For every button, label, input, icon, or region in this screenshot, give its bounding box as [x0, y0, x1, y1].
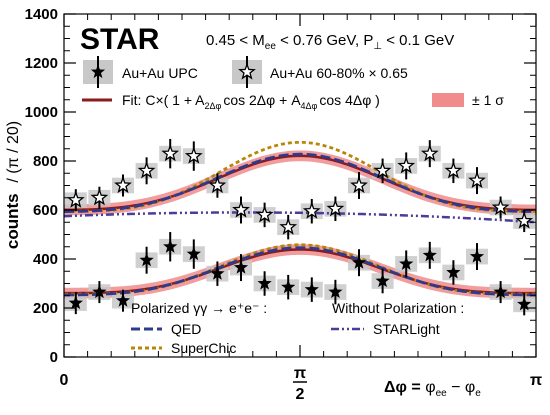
legend-band: ± 1 σ	[432, 92, 504, 108]
y-tick-label: 600	[33, 202, 58, 219]
data-point	[468, 171, 486, 189]
data-point	[515, 211, 534, 229]
sigma-bands	[64, 150, 536, 299]
legend-upc-marker	[90, 64, 106, 79]
data-point	[114, 176, 132, 194]
data-point	[161, 144, 180, 162]
data-point	[92, 284, 107, 299]
axis-ticks	[63, 13, 537, 358]
experiment-label: STAR	[80, 23, 160, 56]
data-point	[397, 156, 416, 174]
plot-area	[64, 138, 536, 316]
y-tick-label: 0	[50, 349, 58, 366]
data-point	[68, 295, 83, 310]
legend-peripheral-label: Au+Au 60-80% × 0.65	[270, 65, 408, 81]
data-point	[186, 246, 201, 261]
data-point	[469, 249, 485, 263]
legend-polarized-title: Polarized γγ → e⁺e⁻ :	[131, 300, 267, 316]
data-point	[491, 198, 510, 216]
y-axis-label-unit: / (π / 20)	[5, 121, 22, 183]
data-point	[517, 296, 532, 311]
legend-qed-label: QED	[171, 321, 201, 337]
legend-upc: Au+Au UPC	[83, 56, 198, 88]
svg-text:counts / (π / 20): counts / (π / 20)	[3, 121, 22, 249]
data-point	[115, 293, 131, 307]
data-point	[373, 161, 392, 179]
legend-upc-label: Au+Au UPC	[122, 65, 198, 81]
legend-starlight-label: STARLight	[373, 321, 440, 337]
y-axis-label: counts / (π / 20)	[3, 121, 22, 249]
data-point	[137, 161, 156, 179]
legend-fit: Fit: C×( 1 + A2Δφ cos 2Δφ + A4Δφ cos 4Δφ )	[82, 92, 380, 111]
data-points	[66, 138, 534, 316]
y-tick-label: 1400	[25, 6, 58, 23]
legend-fit-label: Fit: C×( 1 + A2Δφ cos 2Δφ + A4Δφ cos 4Δφ )	[122, 92, 380, 111]
x-axis-label: Δφ = φee − φe	[384, 379, 481, 399]
data-point	[232, 200, 250, 218]
data-point	[351, 255, 367, 269]
data-point	[444, 161, 463, 179]
starlight-curve	[64, 211, 536, 224]
data-point	[446, 264, 461, 279]
y-tick-label: 1200	[25, 55, 58, 72]
data-point	[420, 144, 439, 162]
data-point	[326, 199, 345, 217]
data-point	[66, 190, 85, 208]
y-tick-label: 200	[33, 300, 58, 317]
legend-qed: QED	[131, 321, 201, 337]
sigma-band-upc	[64, 244, 536, 299]
data-point	[233, 260, 249, 274]
data-point	[90, 188, 109, 206]
legend-superchic-label: SuperChic	[171, 340, 236, 356]
y-axis-label-main: counts	[3, 193, 22, 249]
data-point	[257, 276, 272, 290]
data-point	[210, 266, 225, 280]
x-tick-label-numerator: π	[294, 365, 306, 382]
y-tick-label: 400	[33, 251, 58, 268]
data-point	[184, 146, 203, 164]
data-point	[139, 252, 154, 267]
legend-peripheral: Au+Au 60-80% × 0.65	[232, 56, 408, 88]
legend-starlight: STARLight	[331, 321, 440, 337]
x-tick-label: π	[530, 372, 542, 389]
x-tick-labels: 0 π 2 π	[60, 365, 543, 403]
data-point	[255, 205, 274, 223]
data-point	[163, 239, 178, 253]
x-tick-label: 0	[60, 372, 69, 389]
selection-text: 0.45 < Mee < 0.76 GeV, P⊥ < 0.1 GeV	[206, 32, 454, 52]
y-tick-label: 800	[33, 153, 58, 170]
model-curves	[64, 140, 536, 297]
qed-curve-peripheral	[64, 152, 536, 213]
data-point	[279, 217, 298, 235]
data-point	[208, 176, 227, 194]
data-point	[493, 284, 508, 299]
legend-superchic: SuperChic	[131, 340, 236, 356]
legend-unpolarized-title: Without Polarization :	[332, 300, 464, 316]
data-point	[302, 201, 321, 219]
legend-peripheral-marker	[238, 62, 256, 80]
systematic-boxes	[64, 145, 536, 313]
legend-band-swatch	[432, 93, 464, 107]
y-tick-label: 1000	[25, 104, 58, 121]
legend-band-label: ± 1 σ	[472, 92, 504, 108]
data-point	[304, 282, 319, 296]
data-point	[328, 284, 343, 299]
y-tick-labels: 0 200 400 600 800 1000 1200 1400	[25, 6, 58, 366]
data-point	[281, 279, 296, 294]
qed-curve-upc	[64, 246, 536, 297]
x-tick-label-denominator: 2	[296, 386, 305, 403]
data-point	[350, 176, 368, 194]
data-point	[375, 273, 390, 288]
data-point	[422, 247, 437, 262]
data-point	[399, 256, 414, 270]
